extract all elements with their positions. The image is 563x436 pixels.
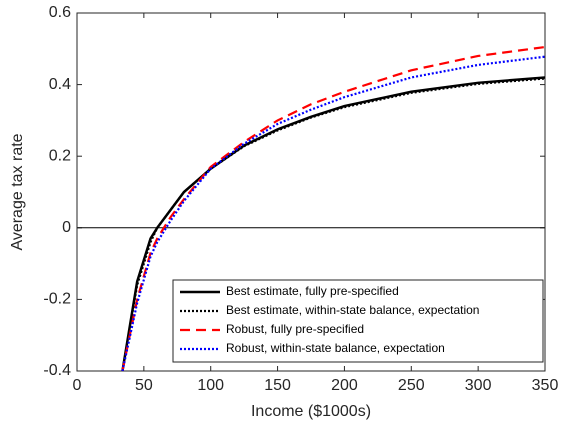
legend-label: Best estimate, fully pre-specified — [226, 284, 399, 298]
y-tick-label: 0.6 — [49, 4, 71, 21]
y-tick-label: 0 — [62, 219, 71, 236]
series-line — [121, 55, 545, 371]
y-tick-label: 0.2 — [49, 147, 71, 164]
legend-label: Robust, within-state balance, expectatio… — [226, 341, 445, 355]
legend: Best estimate, fully pre-specified Best e… — [172, 279, 544, 363]
legend-label: Best estimate, within-state balance, exp… — [226, 303, 479, 317]
y-tick-label: -0.4 — [43, 362, 71, 379]
legend-box — [172, 279, 544, 363]
x-tick-label: 200 — [331, 377, 358, 394]
x-tick-label: 50 — [135, 377, 153, 394]
y-axis-label: Average tax rate — [9, 133, 26, 250]
plot-frame — [76, 12, 546, 372]
y-tick-label: -0.2 — [43, 291, 71, 308]
y-tick-label: 0.4 — [49, 76, 71, 93]
plot-area — [121, 45, 545, 371]
series-line — [121, 45, 545, 371]
x-axis-label: Income ($1000s) — [251, 403, 371, 420]
x-tick-label: 250 — [398, 377, 425, 394]
legend-label: Robust, fully pre-specified — [226, 322, 364, 336]
x-tick-label: 350 — [532, 377, 559, 394]
x-tick-label: 150 — [264, 377, 291, 394]
x-tick-label: 0 — [73, 377, 82, 394]
x-tick-label: 100 — [197, 377, 224, 394]
x-tick-label: 300 — [465, 377, 492, 394]
